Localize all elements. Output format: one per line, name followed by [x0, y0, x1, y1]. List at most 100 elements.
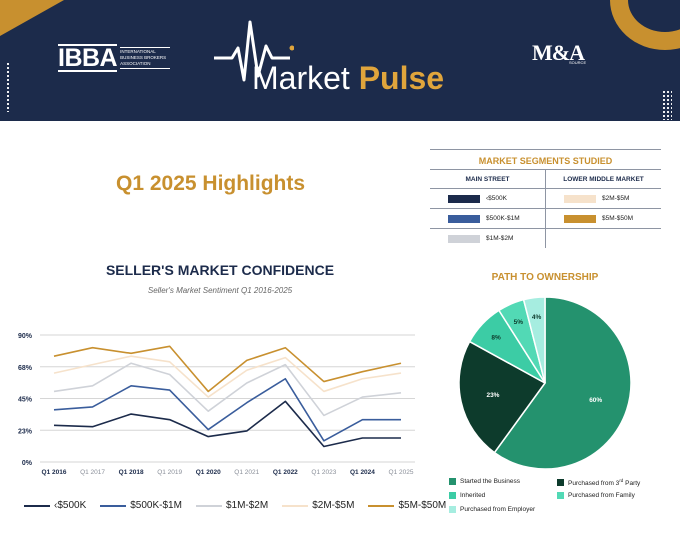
- pie-chart-title: PATH TO OWNERSHIP: [491, 272, 599, 283]
- x-tick-label: Q1 2024: [350, 469, 375, 476]
- corner-arc-accent: [610, 0, 680, 50]
- title-market: Market: [252, 60, 350, 96]
- y-tick-label: 23%: [18, 428, 33, 435]
- segment-row: $500K-$1M: [430, 209, 545, 229]
- dot-pattern-right: [662, 90, 672, 120]
- segment-row: ‹$500K: [430, 189, 545, 209]
- legend-swatch: [100, 504, 127, 507]
- y-tick-label: 0%: [22, 460, 33, 467]
- x-tick-label: Q1 2022: [273, 469, 298, 476]
- main-street-column: MAIN STREET ‹$500K $500K-$1M $1M-$2M: [430, 170, 545, 248]
- segment-label: ‹$500K: [486, 195, 507, 202]
- pie-value-label: 23%: [486, 392, 499, 399]
- line-chart-subtitle: Seller's Market Sentiment Q1 2016-2025: [147, 286, 293, 295]
- x-tick-label: Q1 2023: [311, 469, 336, 476]
- y-tick-label: 45%: [18, 397, 33, 404]
- series-line: [53, 377, 401, 442]
- segment-row-empty: [546, 229, 661, 248]
- pie-legend-swatch: [557, 492, 564, 499]
- segment-swatch: [448, 234, 480, 243]
- main-street-heading: MAIN STREET: [430, 170, 545, 189]
- pie-legend-label: Purchased from Family: [568, 492, 635, 499]
- series-line: [53, 355, 402, 398]
- pie-legend-item: Purchased from Family: [557, 492, 635, 499]
- y-tick-label: 68%: [18, 365, 33, 372]
- pie-legend-label: Purchased from 3rd Party: [568, 478, 641, 488]
- pulse-line-icon: [214, 20, 294, 82]
- ibba-full-name: INTERNATIONAL BUSINESS BROKERS ASSOCIATI…: [120, 47, 171, 69]
- legend-item: $500K-$1M: [100, 500, 182, 511]
- legend-swatch: [368, 504, 395, 507]
- x-tick-label: Q1 2021: [234, 469, 259, 476]
- segment-label: $5M-$50M: [602, 215, 634, 222]
- pie-legend-item: Started the Business: [449, 478, 520, 485]
- highlights-title: Q1 2025 Highlights: [116, 172, 306, 195]
- segment-swatch: [564, 214, 596, 223]
- pie-legend-label: Purchased from Employer: [460, 506, 536, 513]
- legend-label: ‹$500K: [54, 500, 87, 511]
- pie-legend-item: Inherited: [449, 492, 485, 499]
- x-tick-label: Q1 2020: [196, 469, 221, 476]
- corner-accent: [0, 0, 64, 36]
- seller-confidence-line-chart: 0% 23% 45% 68% 90% Q1 2016 Q1 2017 Q1 2018 Q1 20…: [18, 333, 415, 476]
- legend-swatch: [195, 504, 222, 507]
- legend-item: $1M-$2M: [195, 500, 269, 511]
- pie-legend-label: Started the Business: [460, 478, 520, 485]
- pie-value-label: 4%: [532, 314, 542, 321]
- line-chart-legend: ‹$500K $500K-$1M $1M-$2M $2M-$5M $5M-$50M: [24, 500, 446, 511]
- segment-label: $500K-$1M: [486, 215, 520, 222]
- segment-label: $1M-$2M: [486, 235, 514, 242]
- legend-label: $1M-$2M: [225, 500, 269, 511]
- pie-value-label: 60%: [589, 397, 602, 404]
- ma-source-small: SOURCE: [569, 60, 587, 65]
- segment-swatch: [448, 194, 480, 203]
- pie-legend-label: Inherited: [460, 492, 486, 499]
- legend-swatch: [282, 504, 309, 507]
- dot-pattern-left: [6, 62, 10, 112]
- line-chart-title: SELLER'S MARKET CONFIDENCE: [105, 262, 335, 278]
- title-pulse: Pulse: [358, 60, 445, 96]
- segments-title: MARKET SEGMENTS STUDIED: [430, 150, 661, 170]
- pie-legend-swatch: [449, 478, 456, 485]
- lower-middle-column: LOWER MIDDLE MARKET $2M-$5M $5M-$50M: [545, 170, 661, 248]
- legend-label: $5M-$50M: [398, 500, 447, 511]
- legend-item: $5M-$50M: [368, 500, 446, 511]
- lower-middle-heading: LOWER MIDDLE MARKET: [546, 170, 661, 189]
- segment-swatch: [564, 194, 596, 203]
- ibba-logo: IBBA INTERNATIONAL BUSINESS BROKERS ASSO…: [58, 44, 171, 72]
- pie-slice: [522, 296, 546, 384]
- segment-label: $2M-$5M: [602, 195, 630, 202]
- segment-row: $5M-$50M: [546, 209, 661, 229]
- pie-legend-item: Purchased from Employer: [449, 506, 535, 513]
- x-tick-label: Q1 2019: [157, 469, 182, 476]
- pie-value-label: 5%: [514, 319, 524, 326]
- x-tick-label: Q1 2016: [42, 469, 67, 476]
- segment-swatch: [448, 214, 480, 223]
- segment-row: $1M-$2M: [430, 229, 545, 248]
- x-tick-label: Q1 2018: [119, 469, 144, 476]
- legend-item: $2M-$5M: [282, 500, 354, 511]
- ma-source-logo: M&A: [532, 40, 585, 65]
- legend-label: $500K-$1M: [130, 500, 182, 511]
- legend-label: $2M-$5M: [312, 500, 355, 511]
- pie-slice: [493, 296, 632, 470]
- x-tick-label: Q1 2025: [389, 469, 414, 476]
- y-tick-label: 90%: [18, 333, 33, 340]
- x-tick-label: Q1 2017: [80, 469, 105, 476]
- pie-legend-swatch: [449, 492, 456, 499]
- pie-legend-swatch: [449, 506, 456, 513]
- market-pulse-title: Market Pulse: [252, 60, 444, 97]
- path-to-ownership-pie-chart: 60% 23% 8% 5% 4%: [458, 296, 632, 470]
- market-segments-table: MARKET SEGMENTS STUDIED MAIN STREET ‹$50…: [430, 149, 661, 248]
- pie-value-label: 8%: [491, 335, 501, 342]
- series-line: [53, 362, 402, 417]
- legend-swatch: [24, 504, 50, 507]
- ibba-acronym: IBBA: [58, 44, 118, 72]
- segment-row: $2M-$5M: [546, 189, 661, 209]
- pie-legend-swatch: [557, 479, 564, 487]
- legend-item: ‹$500K: [24, 500, 86, 511]
- report-header: IBBA INTERNATIONAL BUSINESS BROKERS ASSO…: [0, 0, 680, 121]
- pie-slice: [458, 340, 547, 454]
- pie-legend-item: Purchased from 3rd Party: [557, 478, 640, 487]
- series-line: [53, 400, 401, 448]
